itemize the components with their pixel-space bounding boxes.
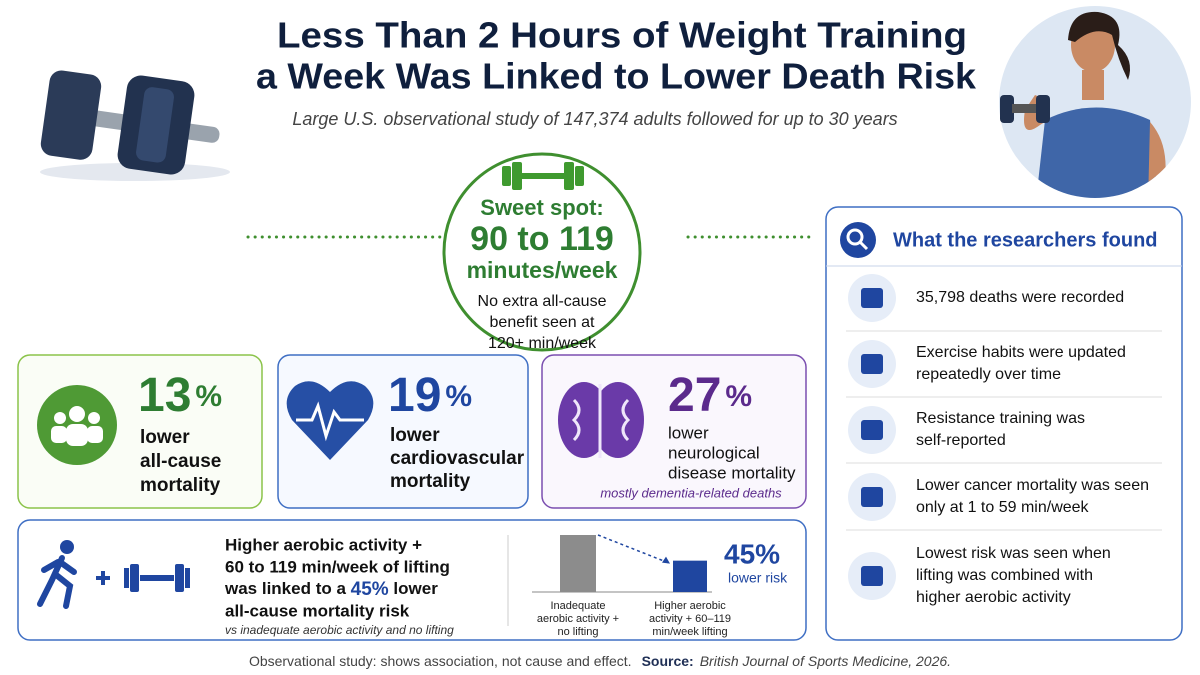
people-icon <box>37 385 117 465</box>
brain-icon <box>558 382 644 458</box>
category-label: no lifting <box>558 626 599 638</box>
finding-text: only at 1 to 59 min/week <box>916 499 1090 516</box>
stat-value: 19% <box>388 369 472 422</box>
finding-text: 35,798 deaths were recorded <box>916 289 1124 306</box>
finding-icon-glyph <box>861 487 883 507</box>
category-label: Inadequate <box>550 600 605 612</box>
finding-text: Exercise habits were updated <box>916 344 1126 361</box>
dumbbell-illustration <box>40 70 230 181</box>
combo-text: Higher aerobic activity + <box>225 535 422 554</box>
title-line: a Week Was Linked to Lower Death Risk <box>256 56 977 97</box>
combo-card <box>17 519 807 641</box>
finding-text: higher aerobic activity <box>916 589 1071 606</box>
findings-panel <box>825 206 1183 641</box>
finding-icon-glyph <box>861 288 883 308</box>
bar <box>673 560 707 592</box>
stat-value: 13% <box>138 369 222 422</box>
sweet-spot-unit: minutes/week <box>467 257 618 283</box>
finding-icon-glyph <box>861 420 883 440</box>
dumbbell-icon <box>502 162 584 190</box>
subtitle: Large U.S. observational study of 147,37… <box>292 109 897 129</box>
combo-note: vs inadequate aerobic activity and no li… <box>225 623 454 637</box>
finding-text: Lowest risk was seen when <box>916 545 1111 562</box>
finding-text: lifting was combined with <box>916 567 1093 584</box>
trend-arrow <box>597 534 669 564</box>
combo-text: was linked to a 45% lower <box>224 579 438 600</box>
sweet-spot-note: No extra all-cause <box>478 293 607 310</box>
finding-icon-glyph <box>861 354 883 374</box>
bar <box>560 535 596 592</box>
search-icon <box>840 222 876 258</box>
annotation-text: lower risk <box>728 570 788 586</box>
finding-text: repeatedly over time <box>916 366 1061 383</box>
stat-label: all-cause <box>140 451 221 472</box>
combo-text: 60 to 119 min/week of lifting <box>225 557 450 576</box>
finding-icon-glyph <box>861 566 883 586</box>
title-line: Less Than 2 Hours of Weight Training <box>277 15 967 56</box>
sweet-spot-range: 90 to 119 <box>470 220 614 258</box>
sweet-spot-circle <box>442 152 642 352</box>
annotation-value: 45% <box>724 538 780 569</box>
category-label: min/week lifting <box>652 626 727 638</box>
sweet-spot-note: 120+ min/week <box>488 335 597 352</box>
woman-illustration <box>999 6 1191 198</box>
heart-icon <box>286 381 374 460</box>
findings-list: 35,798 deaths were recorded Exercise habi… <box>846 274 1162 606</box>
stat-label: lower <box>390 425 440 446</box>
arrow-head <box>662 556 670 564</box>
category-label: activity + 60–119 <box>649 613 731 625</box>
category-label: Higher aerobic <box>654 600 726 612</box>
stat-label: disease mortality <box>668 463 796 482</box>
footer: Observational study: shows association, … <box>249 653 951 669</box>
finding-text: Resistance training was <box>916 410 1085 427</box>
runner-plus-dumbbell-icon <box>37 540 190 609</box>
stat-label: lower <box>140 427 190 448</box>
stat-label: cardiovascular <box>390 448 525 469</box>
stat-label: mortality <box>140 475 221 496</box>
sweet-spot-label: Sweet spot: <box>480 195 603 220</box>
finding-text: Lower cancer mortality was seen <box>916 477 1149 494</box>
combo-text: all-cause mortality risk <box>225 601 410 620</box>
stat-label: mortality <box>390 471 471 492</box>
category-label: aerobic activity + <box>537 613 619 625</box>
sweet-spot-note: benefit seen at <box>490 314 596 331</box>
finding-text: self-reported <box>916 432 1006 449</box>
findings-title: What the researchers found <box>893 229 1158 251</box>
stat-label: neurological <box>668 443 760 462</box>
stat-note: mostly dementia-related deaths <box>600 485 782 500</box>
stat-value: 27% <box>668 369 752 422</box>
stat-label: lower <box>668 423 709 442</box>
